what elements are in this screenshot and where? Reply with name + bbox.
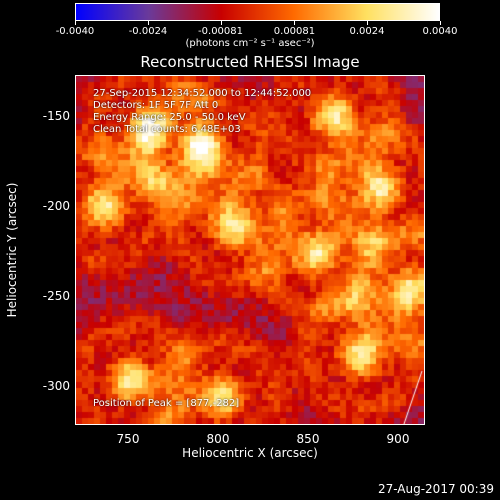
colorbar-tick-label: -0.0040 (55, 26, 95, 37)
colorbar-tick-label: 0.00081 (273, 26, 316, 37)
image-plot-area (75, 75, 425, 425)
colorbar-tick-mark (440, 21, 441, 25)
colorbar-tick-mark (220, 21, 222, 25)
y-tick-label: -200 (42, 199, 70, 213)
y-tick-label: -250 (42, 289, 70, 303)
info-energy: Energy Range: 25.0 - 50.0 keV (93, 112, 246, 123)
colorbar-units: (photons cm⁻² s⁻¹ asec⁻²) (185, 38, 315, 49)
x-axis-label: Heliocentric X (arcsec) (182, 446, 318, 460)
info-detectors: Detectors: 1F 5F 7F Att 0 (93, 100, 219, 111)
info-peak-position: Position of Peak = [877,-282] (93, 398, 240, 409)
colorbar-tick-mark (294, 21, 296, 25)
x-tick-label: 800 (206, 432, 230, 446)
colorbar (75, 3, 440, 21)
x-tick-label: 750 (116, 432, 140, 446)
heatmap-canvas (76, 76, 424, 424)
colorbar-tick-label: 0.0024 (349, 26, 385, 37)
x-tick-label: 900 (386, 432, 410, 446)
colorbar-tick-mark (148, 21, 149, 25)
info-clean: Clean Total counts: 6.48E+03 (93, 124, 241, 135)
colorbar-tick-label: -0.0024 (128, 26, 168, 37)
timestamp-footer: 27-Aug-2017 00:39 (377, 482, 494, 496)
colorbar-tick-label: -0.00081 (198, 26, 244, 37)
colorbar-tick-label: 0.0040 (422, 26, 458, 37)
y-axis-label: Heliocentric Y (arcsec) (5, 182, 19, 318)
colorbar-tick-mark (367, 21, 368, 25)
y-tick-label: -300 (42, 379, 70, 393)
y-tick-label: -150 (42, 109, 70, 123)
plot-title: Reconstructed RHESSI Image (140, 53, 360, 71)
info-time-range: 27-Sep-2015 12:34:52.000 to 12:44:52.000 (93, 88, 312, 99)
x-tick-label: 850 (296, 432, 320, 446)
colorbar-tick-mark (75, 21, 76, 25)
